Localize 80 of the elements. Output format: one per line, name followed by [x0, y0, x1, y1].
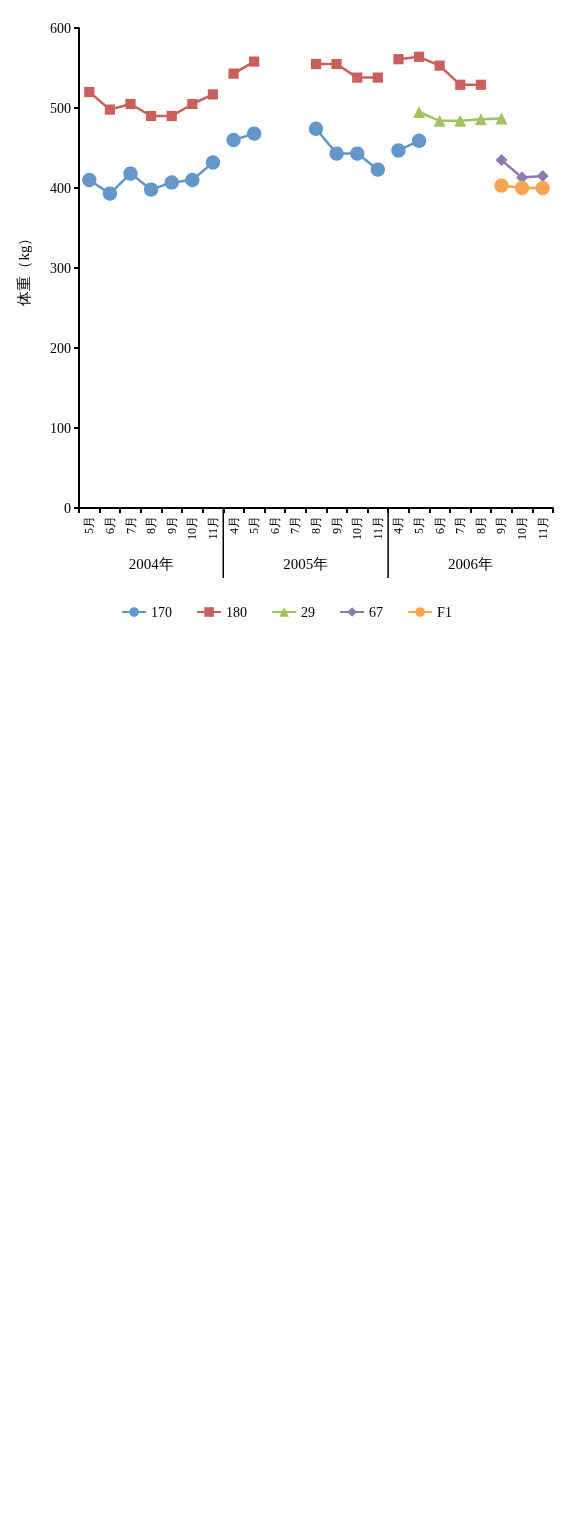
text: 2004年 [128, 555, 174, 572]
y-tick-label: 0 [64, 500, 71, 516]
x-tick-label: 9月 [329, 516, 344, 534]
x-tick-label: 11月 [370, 516, 385, 540]
point [205, 155, 221, 170]
y-tick-label: 100 [50, 420, 71, 436]
point [413, 106, 426, 118]
point [413, 51, 425, 62]
point [514, 180, 530, 196]
point [82, 172, 97, 188]
x-tick-label: 6月 [102, 516, 117, 534]
text: 2005年 [283, 555, 329, 572]
x-tick-label: 6月 [432, 516, 447, 534]
point [146, 110, 157, 122]
legend-label: F1 [437, 604, 452, 620]
point [185, 172, 200, 188]
x-tick-label: 4月 [226, 516, 241, 534]
y-tick-label: 600 [50, 20, 71, 36]
point [329, 146, 344, 161]
x-tick-label: 9月 [494, 516, 509, 534]
point [104, 104, 116, 115]
point [308, 121, 324, 136]
legend-label: 170 [151, 604, 173, 620]
point [228, 68, 239, 79]
y-axis-title: 体重（kg） [15, 230, 32, 306]
x-tick-label: 8月 [473, 516, 488, 534]
point [310, 58, 322, 70]
x-tick-label: 8月 [309, 516, 323, 534]
point [166, 110, 177, 122]
x-tick-label: 10月 [515, 516, 530, 540]
point [434, 60, 445, 71]
x-tick-label: 4月 [391, 516, 406, 534]
x-tick-label: 7月 [123, 516, 138, 534]
point [143, 182, 159, 197]
point [475, 79, 486, 90]
y-tick-label: 300 [50, 260, 71, 276]
point [372, 72, 383, 83]
point [455, 79, 466, 90]
x-tick-label: 5月 [412, 516, 427, 534]
x-tick-label: 10月 [185, 516, 200, 540]
point [350, 146, 365, 161]
x-tick-label: 10月 [350, 516, 365, 540]
y-tick-label: 400 [50, 180, 71, 196]
point [494, 178, 509, 193]
point [84, 86, 95, 98]
point [123, 166, 138, 181]
point [187, 98, 198, 110]
point [164, 175, 179, 190]
y-tick-label: 200 [50, 340, 71, 356]
x-tick-label: 5月 [82, 516, 97, 534]
point [352, 72, 363, 83]
point [536, 170, 549, 182]
x-tick-label: 9月 [164, 516, 179, 534]
legend-label: 29 [301, 604, 316, 620]
x-tick-label: 7月 [288, 516, 303, 534]
point [495, 154, 508, 166]
x-tick-label: 8月 [144, 516, 159, 534]
x-tick-label: 11月 [205, 516, 220, 540]
point [370, 162, 386, 177]
point [226, 132, 241, 148]
legend-label: 180 [226, 604, 248, 620]
point [249, 56, 260, 67]
x-tick-label: 11月 [535, 516, 550, 540]
x-tick-label: 5月 [247, 516, 262, 534]
x-tick-label: 7月 [453, 516, 468, 534]
point [246, 126, 262, 141]
point [535, 180, 550, 196]
point [393, 54, 404, 65]
point [207, 89, 219, 100]
point [474, 113, 487, 126]
point [433, 114, 446, 127]
point [454, 114, 467, 127]
point [125, 98, 136, 110]
y-tick-label: 500 [50, 100, 71, 116]
text: 2006年 [448, 555, 494, 572]
legend-label: 67 [369, 604, 384, 620]
point [331, 58, 342, 70]
point [495, 112, 508, 125]
x-tick-label: 6月 [267, 516, 282, 534]
point [102, 186, 118, 201]
